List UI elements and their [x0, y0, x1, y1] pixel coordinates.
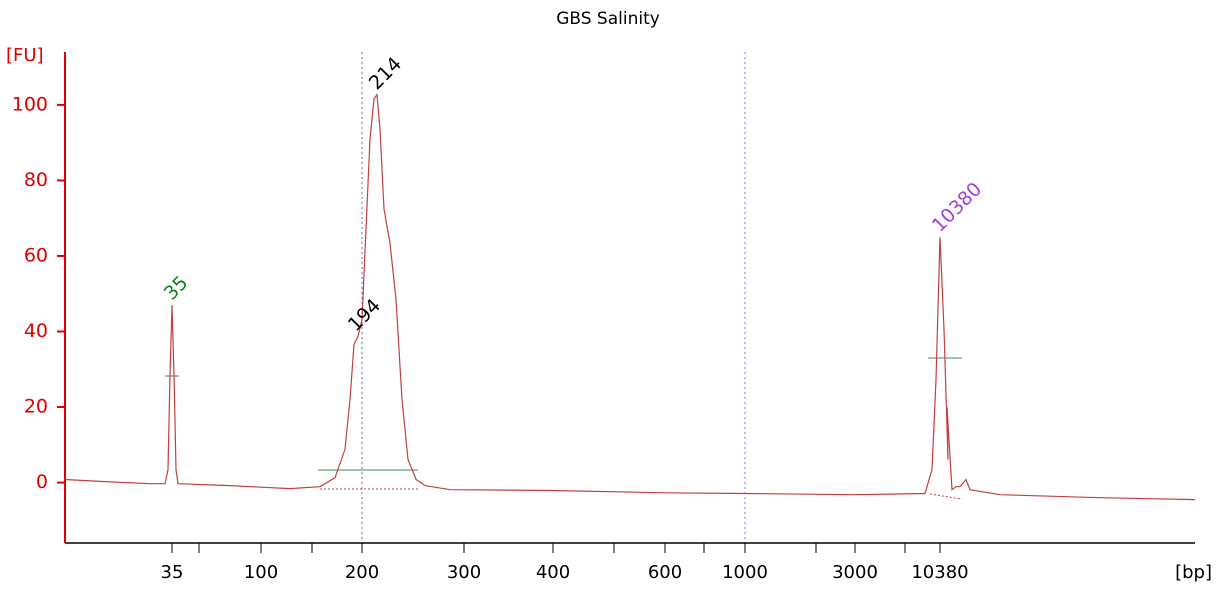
x-tick-label: 3000	[832, 562, 878, 583]
y-tick-label: 20	[24, 396, 48, 418]
minor-ticks	[198, 543, 906, 553]
x-tick-label: 400	[536, 562, 570, 583]
y-tick-label: 60	[24, 244, 48, 266]
x-tick-label: 35	[161, 562, 184, 583]
x-tick-label: 600	[648, 562, 682, 583]
peak-label: 35	[160, 272, 193, 305]
peak-label: 10380	[928, 178, 986, 236]
trace	[64, 93, 1196, 501]
y-tick-label: 80	[24, 169, 48, 191]
peak-label: 194	[344, 295, 385, 336]
x-tick-label: 100	[244, 562, 278, 583]
y-tick-label: 40	[24, 320, 48, 342]
chart-title: GBS Salinity	[556, 9, 660, 29]
x-axis-label: [bp]	[1175, 562, 1212, 583]
y-tick-label: 100	[12, 93, 48, 115]
peak-label: 214	[365, 53, 406, 94]
peak-decorations	[165, 357, 963, 500]
x-tick-label: 200	[345, 562, 379, 583]
y-tick-label: 0	[36, 471, 48, 493]
y-axis-label: [FU]	[6, 45, 44, 66]
x-tick-label: 300	[447, 562, 481, 583]
x-tick-label: 10380	[911, 562, 968, 583]
x-tick-label: 1000	[722, 562, 768, 583]
